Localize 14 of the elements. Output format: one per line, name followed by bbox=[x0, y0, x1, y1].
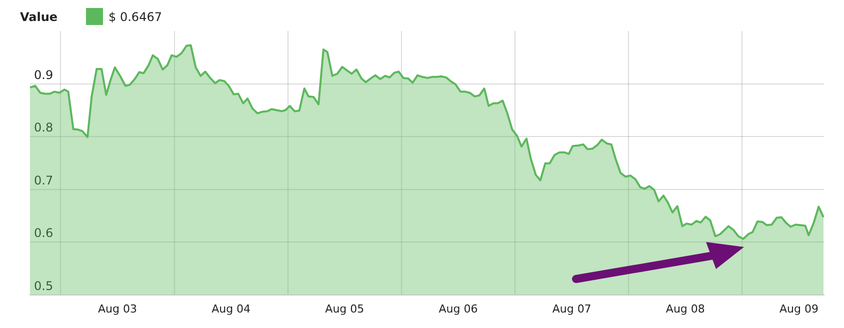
y-tick-label: 0.7 bbox=[34, 173, 54, 188]
x-tick-label: Aug 03 bbox=[98, 302, 137, 316]
legend-title: Value bbox=[20, 10, 58, 24]
x-tick-label: Aug 07 bbox=[552, 302, 592, 316]
y-tick-label: 0.5 bbox=[34, 278, 54, 293]
x-tick-label: Aug 04 bbox=[212, 302, 251, 316]
x-tick-label: Aug 09 bbox=[780, 302, 818, 316]
x-tick-label: Aug 08 bbox=[666, 302, 705, 316]
x-tick-label: Aug 06 bbox=[438, 302, 478, 316]
legend-label: $ 0.6467 bbox=[108, 10, 162, 24]
y-tick-label: 0.9 bbox=[34, 68, 54, 82]
y-tick-label: 0.8 bbox=[34, 120, 54, 135]
x-tick-label: Aug 05 bbox=[325, 302, 364, 316]
y-tick-label: 0.6 bbox=[34, 226, 54, 240]
